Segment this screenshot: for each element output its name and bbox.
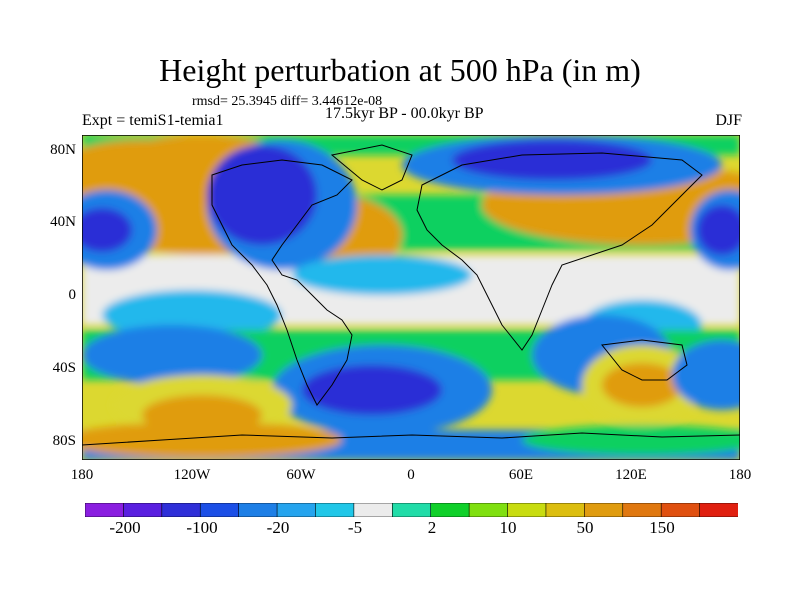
colorbar-segment	[622, 503, 662, 517]
x-tick-label: 0	[407, 467, 415, 483]
y-tick-label: 80N	[50, 142, 76, 158]
x-tick-label: 120W	[173, 467, 211, 483]
colorbar-segment	[545, 503, 586, 517]
colorbar-segment	[507, 503, 547, 517]
season-label: DJF	[715, 112, 742, 129]
y-tick-label: 0	[68, 287, 77, 303]
x-tick-label: 60E	[508, 467, 534, 483]
map-plot	[82, 135, 740, 460]
colorbar-segment	[315, 503, 355, 517]
colorbar	[85, 503, 738, 517]
colorbar-segment	[584, 503, 624, 517]
experiment-label: Expt = temiS1-temia1	[82, 112, 224, 129]
x-tick-label: 180	[728, 467, 752, 483]
colorbar-segment	[123, 503, 163, 517]
x-tick-label: 180	[70, 467, 94, 483]
colorbar-label: 10	[499, 518, 517, 537]
rmsd-label: rmsd= 25.3945 diff= 3.44612e-08	[192, 94, 383, 109]
y-tick-label: 80S	[52, 433, 76, 449]
colorbar-segment	[238, 503, 278, 517]
y-tick-label: 40S	[52, 360, 76, 376]
colorbar-label: -5	[347, 518, 363, 537]
colorbar-segment	[468, 503, 509, 517]
colorbar-segment	[430, 503, 470, 517]
colorbar-label: -20	[266, 518, 290, 537]
colorbar-segment	[660, 503, 701, 517]
colorbar-segment	[353, 503, 394, 517]
colorbar-label: -200	[109, 518, 141, 537]
colorbar-segment	[699, 503, 738, 517]
colorbar-segment	[391, 503, 432, 517]
colorbar-segment	[276, 503, 317, 517]
coastlines	[82, 144, 740, 446]
colorbar-label: 50	[576, 518, 594, 537]
colorbar-label: -100	[186, 518, 218, 537]
x-tick-label: 120E	[615, 467, 647, 483]
period-label: 17.5kyr BP - 00.0kyr BP	[325, 105, 484, 122]
colorbar-label: 2	[427, 518, 437, 537]
y-tick-label: 40N	[50, 214, 76, 230]
chart-title: Height perturbation at 500 hPa (in m)	[159, 52, 641, 88]
colorbar-segment	[85, 503, 125, 517]
colorbar-segment	[161, 503, 202, 517]
colorbar-segment	[199, 503, 240, 517]
colorbar-label: 150	[649, 518, 675, 537]
x-tick-label: 60W	[286, 467, 316, 483]
